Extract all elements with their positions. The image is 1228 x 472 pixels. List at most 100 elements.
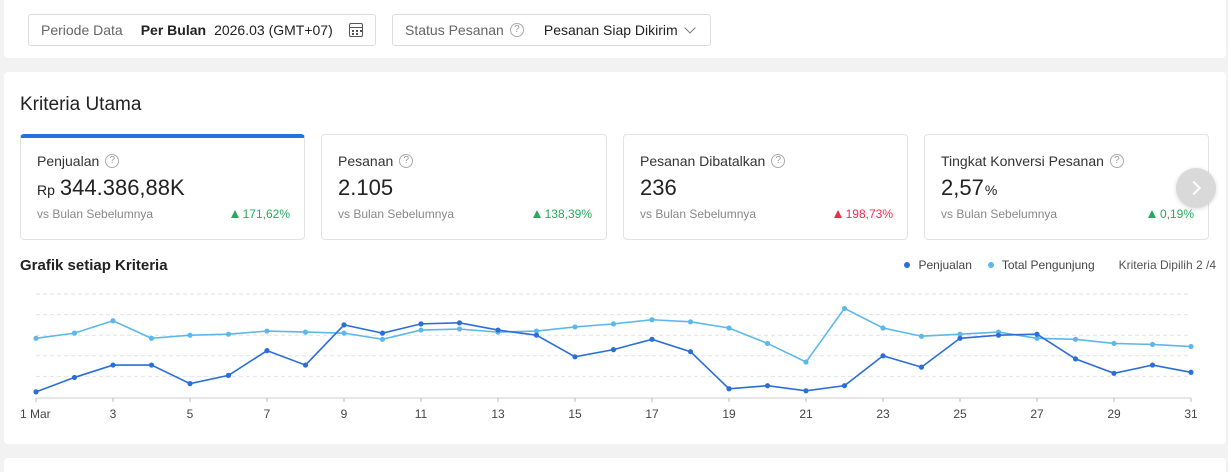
- help-icon[interactable]: ?: [399, 154, 414, 168]
- metric-card-pesanan[interactable]: Pesanan? 2.105 vs Bulan Sebelumnya 138,3…: [321, 134, 607, 240]
- data-point: [880, 353, 886, 359]
- data-point: [764, 340, 771, 347]
- metric-card-pesanan-dibatalkan[interactable]: Pesanan Dibatalkan? 236 vs Bulan Sebelum…: [623, 134, 908, 240]
- metric-comparison: vs Bulan Sebelumnya: [338, 207, 455, 221]
- data-point: [1188, 343, 1194, 350]
- x-tick-label: 13: [491, 407, 505, 421]
- data-point: [33, 389, 39, 395]
- data-point: [687, 349, 694, 355]
- period-type: Per Bulan: [140, 22, 207, 38]
- section-title: Kriteria Utama: [20, 94, 142, 115]
- x-tick-label: 1 Mar: [20, 407, 51, 421]
- data-point: [1072, 336, 1079, 342]
- criteria-selected-count[interactable]: Kriteria Dipilih 2 /4: [1118, 258, 1216, 272]
- data-point: [187, 381, 193, 387]
- chart-title: Grafik setiap Kriteria: [20, 257, 168, 274]
- arrow-up-icon: [833, 210, 842, 218]
- help-icon[interactable]: ?: [1109, 154, 1124, 168]
- arrow-up-icon: [1147, 210, 1156, 218]
- data-point: [302, 329, 309, 335]
- legend-item-pengunjung[interactable]: Total Pengunjung: [987, 258, 1095, 272]
- data-point: [649, 317, 655, 323]
- help-icon[interactable]: ?: [771, 154, 786, 168]
- x-tick-label: 11: [415, 407, 428, 421]
- data-point: [1111, 370, 1117, 376]
- data-point: [148, 335, 155, 341]
- metric-comparison: vs Bulan Sebelumnya: [941, 207, 1058, 221]
- chevron-right-icon: [1186, 180, 1202, 196]
- next-metrics-button[interactable]: [1176, 168, 1216, 208]
- data-point: [110, 362, 116, 368]
- data-point: [341, 322, 347, 328]
- period-picker[interactable]: Periode Data Per Bulan 2026.03 (GMT+07): [28, 14, 376, 46]
- line-chart: 1 Mar 3 5 7 9 11 13 15 17 19 21 23 25 27 29 31: [20, 293, 1198, 421]
- data-point: [610, 347, 617, 353]
- data-point: [264, 328, 270, 334]
- data-point: [726, 325, 732, 331]
- x-tick-label: 29: [1107, 407, 1121, 421]
- metric-change: 198,73%: [833, 207, 893, 221]
- metric-change: 138,39%: [532, 207, 592, 221]
- metric-comparison: vs Bulan Sebelumnya: [37, 207, 154, 221]
- data-point: [495, 327, 501, 333]
- calendar-icon[interactable]: [349, 23, 363, 37]
- data-point: [148, 362, 155, 368]
- data-point: [610, 321, 617, 327]
- help-icon[interactable]: ?: [509, 23, 524, 37]
- filter-bar: Periode Data Per Bulan 2026.03 (GMT+07) …: [4, 0, 1226, 58]
- data-point: [187, 332, 193, 338]
- data-point: [418, 327, 424, 333]
- data-point: [841, 305, 848, 312]
- data-point: [225, 331, 232, 337]
- data-point: [33, 335, 39, 341]
- x-tick-label: 5: [187, 407, 194, 421]
- data-point: [418, 321, 424, 327]
- data-point: [572, 324, 578, 330]
- metric-label: Penjualan: [37, 153, 100, 169]
- period-value: 2026.03 (GMT+07): [214, 22, 333, 38]
- metric-number: 344.386,88K: [59, 175, 185, 200]
- data-point: [957, 331, 963, 337]
- legend-item-penjualan[interactable]: Penjualan: [904, 258, 972, 272]
- x-tick-label: 23: [876, 407, 890, 421]
- metric-number: 2.105: [338, 175, 394, 200]
- metric-number: 236: [640, 175, 677, 200]
- data-point: [918, 333, 925, 339]
- data-point: [803, 388, 809, 394]
- data-point: [803, 359, 809, 365]
- currency-prefix: Rp: [37, 182, 55, 198]
- data-point: [1072, 356, 1079, 362]
- data-point: [880, 325, 886, 331]
- metric-card-penjualan[interactable]: Penjualan? Rp 344.386,88K vs Bulan Sebelu…: [20, 134, 305, 240]
- status-select[interactable]: Status Pesanan ? Pesanan Siap Dikirim: [392, 14, 711, 46]
- x-tick-label: 15: [568, 407, 582, 421]
- data-point: [533, 328, 540, 334]
- x-tick-label: 31: [1184, 407, 1198, 421]
- data-point: [957, 335, 963, 341]
- metric-change: 171,62%: [230, 207, 290, 221]
- data-point: [649, 336, 655, 342]
- metric-number: 2,57: [941, 175, 984, 200]
- data-point: [533, 332, 540, 338]
- percent-suffix: %: [984, 182, 998, 198]
- data-point: [764, 383, 771, 389]
- metric-comparison: vs Bulan Sebelumnya: [640, 207, 757, 221]
- data-point: [71, 330, 78, 336]
- x-tick-label: 9: [341, 407, 348, 421]
- data-point: [1149, 341, 1156, 348]
- arrow-up-icon: [230, 210, 239, 218]
- key-metrics-card: Kriteria Utama Penjualan? Rp 344.386,88K …: [4, 72, 1226, 444]
- data-point: [71, 374, 78, 381]
- x-tick-label: 19: [722, 407, 736, 421]
- data-point: [918, 364, 925, 370]
- chart-legend: Penjualan Total Pengunjung Kriteria Dipi…: [904, 258, 1216, 272]
- next-section-card: [4, 458, 1226, 472]
- help-icon[interactable]: ?: [105, 154, 120, 168]
- chevron-down-icon: [684, 22, 696, 34]
- status-label: Status Pesanan: [405, 22, 504, 38]
- x-tick-label: 3: [110, 407, 117, 421]
- legend-dot: [904, 262, 911, 268]
- x-tick-label: 17: [645, 407, 659, 421]
- metric-value: 2,57%: [941, 175, 997, 201]
- metric-card-tingkat-konversi[interactable]: Tingkat Konversi Pesanan? 2,57% vs Bulan…: [924, 134, 1209, 240]
